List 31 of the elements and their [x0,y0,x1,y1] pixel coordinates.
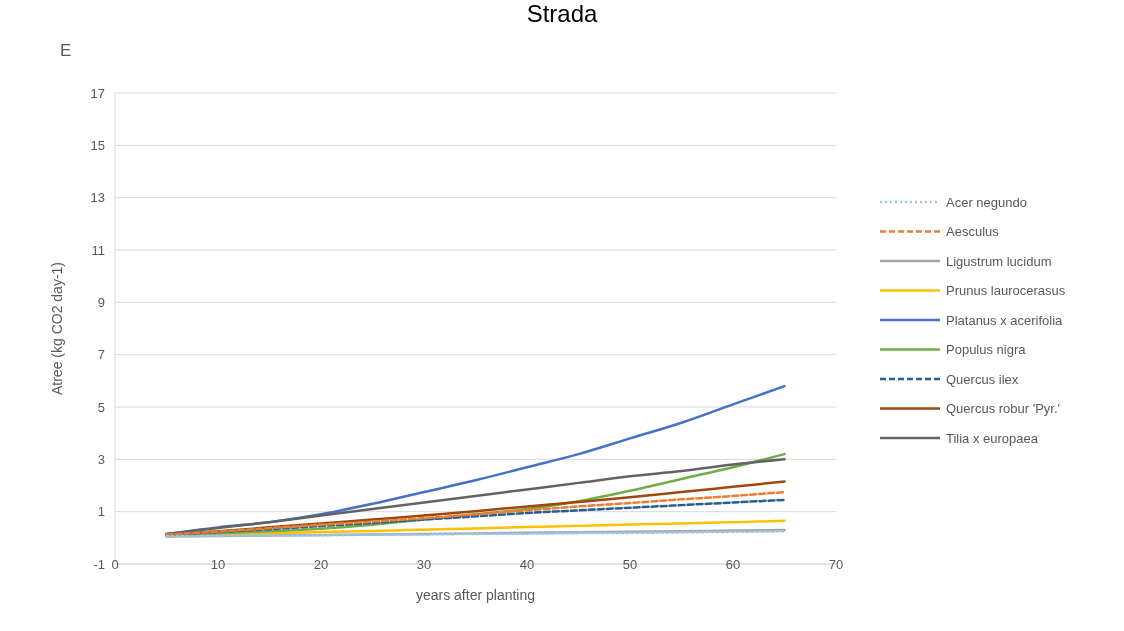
y-axis-title: Atree (kg CO2 day-1) [49,261,65,396]
legend-label: Prunus laurocerasus [946,283,1066,299]
y-tick-label: 17 [90,85,105,101]
legend-label: Quercus robur 'Pyr.' [946,401,1061,417]
x-tick-label: 70 [828,557,844,572]
y-tick-label: 13 [90,190,105,206]
y-tick-label: -1 [93,556,105,572]
x-tick-label: 60 [725,557,741,572]
x-tick-label: 20 [313,557,329,572]
x-tick-label: 50 [622,557,638,572]
x-tick-label: 0 [111,557,119,572]
legend-label: Acer negundo [946,194,1027,210]
text: E [60,41,72,60]
y-tick-label: 9 [97,294,105,310]
y-tick-label: 1 [97,504,105,520]
x-axis-title: years after planting [415,587,536,603]
y-tick-label: 5 [97,399,105,415]
legend-label: Ligustrum lucidum [946,253,1052,269]
y-tick-label: 7 [97,347,105,363]
legend-label: Quercus ilex [946,371,1019,387]
x-tick-label: 40 [519,557,535,572]
x-tick-label: 10 [210,557,226,572]
legend-label: Aesculus [946,224,1000,240]
chart-title: Strada [526,0,598,27]
x-tick-label: 30 [416,557,432,572]
y-tick-label: 15 [90,137,105,153]
y-tick-label: 11 [91,242,105,258]
legend-label: Tilia x europaea [946,430,1039,446]
legend-label: Populus nigra [946,342,1027,358]
y-tick-label: 3 [97,451,105,467]
legend-label: Platanus x acerifolia [946,312,1064,328]
